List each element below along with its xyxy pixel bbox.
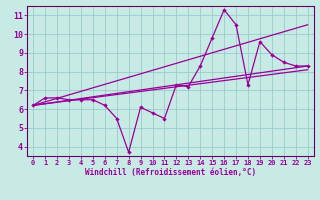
X-axis label: Windchill (Refroidissement éolien,°C): Windchill (Refroidissement éolien,°C)	[85, 168, 256, 177]
